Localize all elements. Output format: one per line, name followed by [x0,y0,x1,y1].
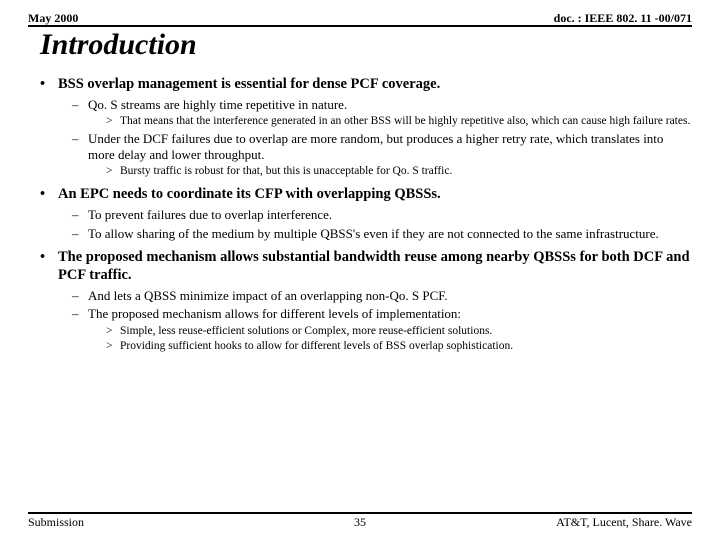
subsub-text: Bursty traffic is robust for that, but t… [120,165,452,177]
subsub-item: That means that the interference generat… [106,115,692,129]
sub-item: To prevent failures due to overlap inter… [72,207,692,223]
bullet-item: The proposed mechanism allows substantia… [36,248,692,354]
bullet-item: BSS overlap management is essential for … [36,75,692,179]
subsub-item: Bursty traffic is robust for that, but t… [106,165,692,179]
subsub-list: Simple, less reuse-efficient solutions o… [106,325,692,355]
sub-text: And lets a QBSS minimize impact of an ov… [88,288,448,303]
sub-text: To allow sharing of the medium by multip… [88,226,659,241]
sub-item: Qo. S streams are highly time repetitive… [72,97,692,129]
header-right: doc. : IEEE 802. 11 -00/071 [554,12,692,25]
slide-title: Introduction [40,29,692,61]
footer-left: Submission [28,515,84,530]
header-left: May 2000 [28,12,78,25]
subsub-item: Simple, less reuse-efficient solutions o… [106,325,692,339]
sub-list: Qo. S streams are highly time repetitive… [72,97,692,179]
bullet-text: The proposed mechanism allows substantia… [58,249,690,283]
subsub-text: Providing sufficient hooks to allow for … [120,340,513,352]
footer-row: Submission 35 AT&T, Lucent, Share. Wave [28,512,692,530]
subsub-item: Providing sufficient hooks to allow for … [106,340,692,354]
sub-text: The proposed mechanism allows for differ… [88,306,461,321]
sub-item: And lets a QBSS minimize impact of an ov… [72,288,692,304]
subsub-text: That means that the interference generat… [120,115,690,127]
sub-list: To prevent failures due to overlap inter… [72,207,692,242]
subsub-list: Bursty traffic is robust for that, but t… [106,165,692,179]
sub-text: To prevent failures due to overlap inter… [88,207,332,222]
sub-item: To allow sharing of the medium by multip… [72,226,692,242]
footer-right: AT&T, Lucent, Share. Wave [556,515,692,530]
header-row: May 2000 doc. : IEEE 802. 11 -00/071 [28,12,692,27]
slide-page: May 2000 doc. : IEEE 802. 11 -00/071 Int… [0,0,720,540]
bullet-text: An EPC needs to coordinate its CFP with … [58,186,441,202]
subsub-list: That means that the interference generat… [106,115,692,129]
sub-text: Qo. S streams are highly time repetitive… [88,97,347,112]
bullet-item: An EPC needs to coordinate its CFP with … [36,185,692,242]
sub-item: The proposed mechanism allows for differ… [72,306,692,354]
bullet-list: BSS overlap management is essential for … [36,75,692,354]
subsub-text: Simple, less reuse-efficient solutions o… [120,325,492,337]
sub-item: Under the DCF failures due to overlap ar… [72,131,692,179]
bullet-text: BSS overlap management is essential for … [58,76,440,92]
sub-text: Under the DCF failures due to overlap ar… [88,131,663,162]
sub-list: And lets a QBSS minimize impact of an ov… [72,288,692,354]
